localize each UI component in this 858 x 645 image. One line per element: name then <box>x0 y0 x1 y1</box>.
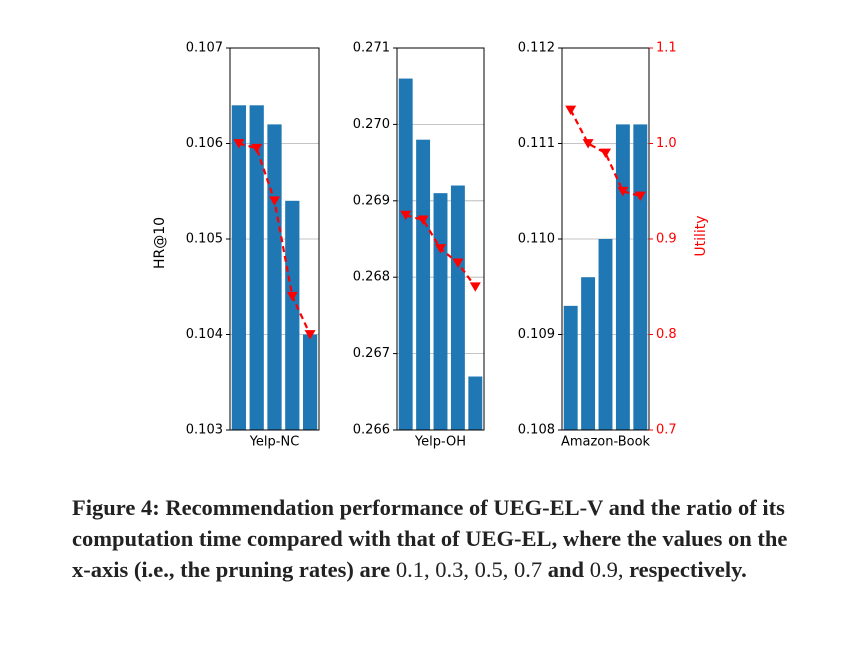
yelp-nc-ytick-label: 0.107 <box>186 41 223 56</box>
amazon-book-ytick-label: 0.109 <box>518 327 555 342</box>
amazon-book-utility-marker <box>565 105 577 116</box>
caption-and: and <box>547 557 585 582</box>
yelp-oh-bar <box>468 376 483 430</box>
amazon-book-utility-marker <box>600 148 611 158</box>
yelp-oh-ytick-label: 0.269 <box>353 193 390 208</box>
utility-ytick-label: 0.9 <box>656 232 677 247</box>
caption-label: Figure 4: <box>72 495 160 520</box>
yelp-oh-ytick-label: 0.270 <box>353 117 390 132</box>
amazon-book-bar <box>581 277 596 430</box>
utility-ytick-label: 1.0 <box>656 136 677 151</box>
yelp-nc-bar <box>249 105 264 431</box>
yelp-oh-utility-marker <box>469 282 481 292</box>
yelp-oh-ytick-label: 0.267 <box>353 346 390 361</box>
hr-axis-label: HR@10 <box>152 217 168 269</box>
figure-caption: Figure 4: Recommendation performance of … <box>72 492 802 585</box>
yelp-nc-ytick-label: 0.103 <box>186 423 223 438</box>
amazon-book-bar <box>615 124 630 431</box>
yelp-nc-bar <box>231 105 247 431</box>
yelp-oh-ytick-label: 0.271 <box>353 41 390 56</box>
amazon-book-ytick-label: 0.108 <box>518 423 555 438</box>
yelp-oh-bar <box>398 78 413 430</box>
amazon-book-ytick-label: 0.112 <box>518 41 555 56</box>
yelp-oh-utility-marker <box>417 215 429 225</box>
caption-text: Recommendation performance of UEG-EL-V a… <box>72 495 788 582</box>
yelp-oh-bar <box>416 139 431 430</box>
caption-value-3: 0.5, <box>474 557 509 582</box>
caption-value-1: 0.1, <box>395 557 430 582</box>
yelp-nc-utility-marker <box>304 330 316 340</box>
amazon-book-bar <box>563 305 578 430</box>
figure-chart: 0.103 0.104 0.105 0.106 0.107 Yelp-NC HR@10 0.2… <box>152 41 709 450</box>
caption-value-5: 0.9, <box>589 557 624 582</box>
amazon-book-ytick-label: 0.111 <box>518 136 555 151</box>
yelp-nc-ytick-label: 0.106 <box>186 136 223 151</box>
yelp-nc-bar <box>302 334 318 430</box>
yelp-oh-utility-marker <box>400 210 412 221</box>
utility-ytick-label: 0.8 <box>656 327 677 342</box>
amazon-book-xlabel: Amazon-Book <box>561 435 651 450</box>
yelp-oh-utility-marker <box>452 258 464 268</box>
yelp-oh-utility-marker <box>435 244 446 254</box>
yelp-oh-frame <box>396 47 485 431</box>
amazon-book-bar <box>633 124 648 431</box>
utility-ytick-label: 1.1 <box>656 41 677 56</box>
yelp-nc-frame <box>229 47 320 431</box>
yelp-oh-bar <box>450 185 465 430</box>
yelp-nc-ytick-label: 0.105 <box>186 232 223 247</box>
yelp-oh-ytick-label: 0.266 <box>353 423 390 438</box>
yelp-nc-utility-marker <box>269 196 280 206</box>
amazon-book-bar <box>598 239 613 430</box>
caption-value-2: 0.3, <box>435 557 470 582</box>
amazon-book-utility-line <box>569 109 641 198</box>
yelp-oh-bar <box>433 193 448 430</box>
yelp-oh-ytick-label: 0.268 <box>353 270 390 285</box>
caption-value-4: 0.7 <box>514 557 543 582</box>
yelp-nc-bar <box>285 200 300 430</box>
amazon-book-ytick-label: 0.110 <box>518 232 555 247</box>
utility-axis-label: Utility <box>693 215 709 256</box>
yelp-nc-utility-marker <box>286 291 298 302</box>
yelp-nc-ytick-label: 0.104 <box>186 327 223 342</box>
yelp-nc-xlabel: Yelp-NC <box>249 435 300 450</box>
amazon-book-utility-marker <box>634 191 646 201</box>
yelp-nc-utility-marker <box>233 139 245 149</box>
utility-ytick-label: 0.7 <box>656 423 677 438</box>
amazon-book-utility-marker <box>617 186 629 197</box>
yelp-nc-bar <box>267 124 282 431</box>
yelp-nc-utility-marker <box>251 143 263 154</box>
caption-end: respectively. <box>629 557 747 582</box>
amazon-book-utility-marker <box>582 139 594 149</box>
yelp-oh-xlabel: Yelp-OH <box>414 435 466 450</box>
